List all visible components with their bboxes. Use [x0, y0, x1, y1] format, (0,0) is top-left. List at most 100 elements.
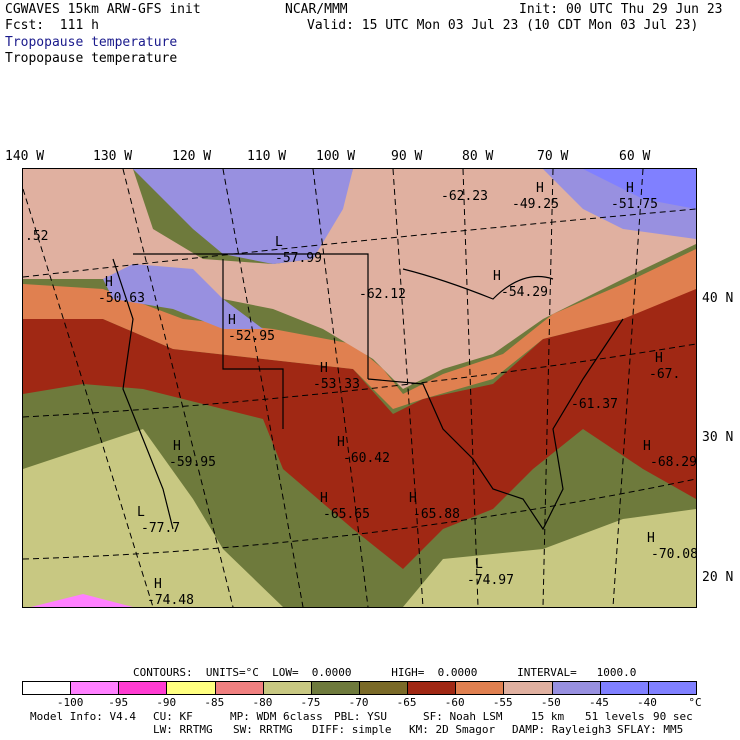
- field-title-primary: Tropopause temperature: [5, 35, 178, 50]
- footer-model-info: Model Info: V4.4: [30, 710, 136, 723]
- legend-tick-label: -85: [204, 696, 225, 709]
- pressure-center: H: [655, 351, 663, 366]
- legend-swatch: [71, 682, 120, 694]
- legend-tick-label: -100: [56, 696, 84, 709]
- footer-resolution: 15 km: [531, 710, 565, 723]
- map-panel: H -49.25 H -51.75 -62.23 L -57.99 .52 H …: [22, 168, 697, 608]
- valid-time: Valid: 15 UTC Mon 03 Jul 23 (10 CDT Mon …: [307, 18, 699, 33]
- center-value: -74.48: [147, 593, 194, 608]
- tropopause-map: [23, 169, 696, 607]
- center-value: -70.08: [651, 547, 697, 562]
- pressure-center: H: [154, 577, 162, 592]
- legend-tick-label: -50: [540, 696, 561, 709]
- pressure-center: H: [320, 361, 328, 376]
- legend-tick-label: -75: [300, 696, 321, 709]
- footer-damp: DAMP: Rayleigh3: [512, 723, 612, 736]
- center-value: -62.12: [359, 287, 406, 302]
- center-value: -77.7: [141, 521, 181, 536]
- field-title-secondary: Tropopause temperature: [5, 51, 178, 66]
- band-minus45: [583, 169, 696, 209]
- center-value: -65.88: [413, 507, 460, 522]
- footer-diff: DIFF: simple: [312, 723, 392, 736]
- lat-label: 40 N: [702, 291, 734, 306]
- contours-info: CONTOURS: UNITS=°C LOW= 0.0000 HIGH= 0.0…: [133, 666, 637, 679]
- pale-zone-se: [403, 509, 696, 607]
- legend-tick-label: °C: [688, 696, 702, 709]
- pressure-center: H: [337, 435, 345, 450]
- center-value: -67.: [649, 367, 681, 382]
- lon-label: 130 W: [93, 149, 133, 164]
- lon-label: 90 W: [391, 149, 423, 164]
- legend-tick-label: -80: [252, 696, 273, 709]
- footer-lw: LW: RRTMG: [153, 723, 213, 736]
- pressure-center: H: [173, 439, 181, 454]
- pressure-center: H: [536, 181, 544, 196]
- center-value: -65.65: [323, 507, 370, 522]
- legend-swatch: [263, 682, 312, 694]
- pressure-center: L: [275, 235, 283, 250]
- center-value: -49.25: [512, 197, 559, 212]
- center-value: -52.95: [228, 329, 275, 344]
- legend-tick-label: -95: [108, 696, 129, 709]
- center-value: -60.42: [343, 451, 390, 466]
- band-minus65: [23, 279, 696, 569]
- pressure-center: H: [228, 313, 236, 328]
- legend-swatch: [600, 682, 649, 694]
- pink-corner: [31, 594, 133, 607]
- lon-label: 140 W: [5, 149, 45, 164]
- pressure-center: H: [643, 439, 651, 454]
- lon-label: 120 W: [172, 149, 212, 164]
- lat-label: 20 N: [702, 570, 734, 585]
- footer-mp: MP: WDM 6class: [230, 710, 323, 723]
- footer-sf: SF: Noah LSM: [423, 710, 503, 723]
- center-value: -68.29: [650, 455, 697, 470]
- legend-swatch: [167, 682, 216, 694]
- legend-swatch: [23, 682, 72, 694]
- legend-swatch: [311, 682, 360, 694]
- band-minus50-west: [133, 169, 353, 264]
- center-value: .52: [25, 229, 49, 244]
- pressure-center: H: [626, 181, 634, 196]
- pressure-center: H: [409, 491, 417, 506]
- legend-swatch: [648, 682, 696, 694]
- center-name: NCAR/MMM: [285, 2, 348, 17]
- center-value: -59.95: [169, 455, 216, 470]
- center-value: -74.97: [467, 573, 514, 588]
- model-title: CGWAVES 15km ARW-GFS init: [5, 2, 201, 17]
- legend-tick-label: -70: [348, 696, 369, 709]
- lon-label: 70 W: [537, 149, 569, 164]
- legend-tick-label: -90: [156, 696, 177, 709]
- pressure-center: H: [105, 275, 113, 290]
- center-value: -54.29: [501, 285, 548, 300]
- legend-tick-label: -65: [396, 696, 417, 709]
- footer-sw: SW: RRTMG: [233, 723, 293, 736]
- footer-timestep: 90 sec: [653, 710, 693, 723]
- center-value: -51.75: [611, 197, 658, 212]
- pale-zone-sw: [23, 429, 283, 607]
- legend-tick-label: -55: [492, 696, 513, 709]
- center-value: -61.37: [571, 397, 618, 412]
- center-value: -50.63: [98, 291, 145, 306]
- footer-pbl: PBL: YSU: [334, 710, 387, 723]
- footer-km: KM: 2D Smagor: [409, 723, 496, 736]
- legend-swatch: [215, 682, 264, 694]
- legend-swatch: [504, 682, 553, 694]
- color-legend: [22, 681, 697, 695]
- lon-label: 60 W: [619, 149, 651, 164]
- legend-swatch: [119, 682, 168, 694]
- init-time: Init: 00 UTC Thu 29 Jun 23: [519, 2, 723, 17]
- band-minus60: [23, 249, 696, 409]
- band-minus55: [23, 169, 696, 389]
- lon-label: 80 W: [462, 149, 494, 164]
- legend-swatch: [456, 682, 505, 694]
- forecast-hour: Fcst: 111 h: [5, 18, 99, 33]
- pressure-center: L: [475, 557, 483, 572]
- graticule: [23, 169, 696, 607]
- footer-sflay: SFLAY: MM5: [617, 723, 684, 736]
- pressure-center: H: [320, 491, 328, 506]
- pressure-center: H: [493, 269, 501, 284]
- lon-label: 100 W: [316, 149, 356, 164]
- pressure-center: L: [137, 505, 145, 520]
- legend-swatch: [359, 682, 409, 694]
- center-value: -53.33: [313, 377, 360, 392]
